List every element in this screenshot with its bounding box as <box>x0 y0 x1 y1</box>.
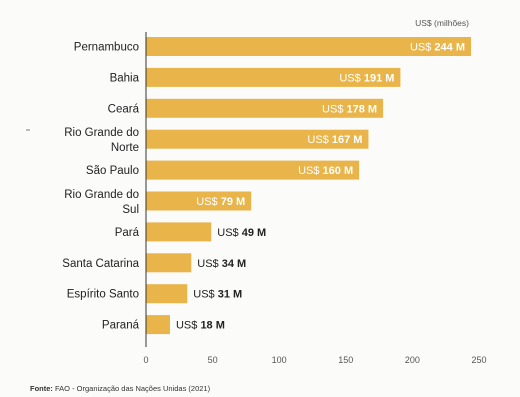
bar <box>146 160 360 180</box>
category-label: Rio Grande do Norte <box>64 127 139 154</box>
value-label: US$ 18 M <box>176 320 225 332</box>
bar <box>146 67 401 87</box>
bar <box>146 129 369 149</box>
bar <box>146 222 212 242</box>
category-label: Rio Grande do Sul <box>64 189 139 216</box>
value-label: US$ 79 M <box>196 196 245 208</box>
x-tick-label: 50 <box>208 355 218 365</box>
value-label: US$ 178 M <box>322 103 377 115</box>
category-label: Espírito Santo <box>67 289 139 301</box>
bar <box>146 315 170 335</box>
bar <box>146 253 192 273</box>
category-label: Pernambuco <box>74 42 139 54</box>
x-tick-label: 150 <box>338 355 353 365</box>
bar <box>146 284 188 304</box>
x-tick-label: 0 <box>143 355 148 365</box>
value-label: US$ 244 M <box>410 42 465 54</box>
x-tick-label: 200 <box>405 355 420 365</box>
source-label: Fonte: <box>30 384 53 393</box>
x-tick-label: 250 <box>471 355 486 365</box>
category-label: Santa Catarina <box>62 258 139 270</box>
category-label: Paraná <box>102 320 140 332</box>
unit-label: US$ (milhões) <box>415 18 469 28</box>
x-tick-label: 100 <box>272 355 287 365</box>
bar <box>146 98 384 118</box>
bar <box>146 37 472 56</box>
value-label: US$ 49 M <box>217 227 266 239</box>
category-label: São Paulo <box>86 165 139 177</box>
edge-mark <box>26 129 30 131</box>
source-note: Fonte: FAO - Organização das Nações Unid… <box>30 384 210 393</box>
source-text: FAO - Organização das Nações Unidas (202… <box>52 384 211 393</box>
value-label: US$ 191 M <box>339 72 394 84</box>
value-label: US$ 160 M <box>298 165 353 177</box>
value-label: US$ 34 M <box>197 258 246 270</box>
category-label: Bahia <box>110 72 140 84</box>
category-label: Ceará <box>108 103 140 115</box>
bar <box>146 191 252 211</box>
value-label: US$ 167 M <box>307 134 362 146</box>
category-label: Pará <box>115 227 140 239</box>
value-label: US$ 31 M <box>193 289 242 301</box>
